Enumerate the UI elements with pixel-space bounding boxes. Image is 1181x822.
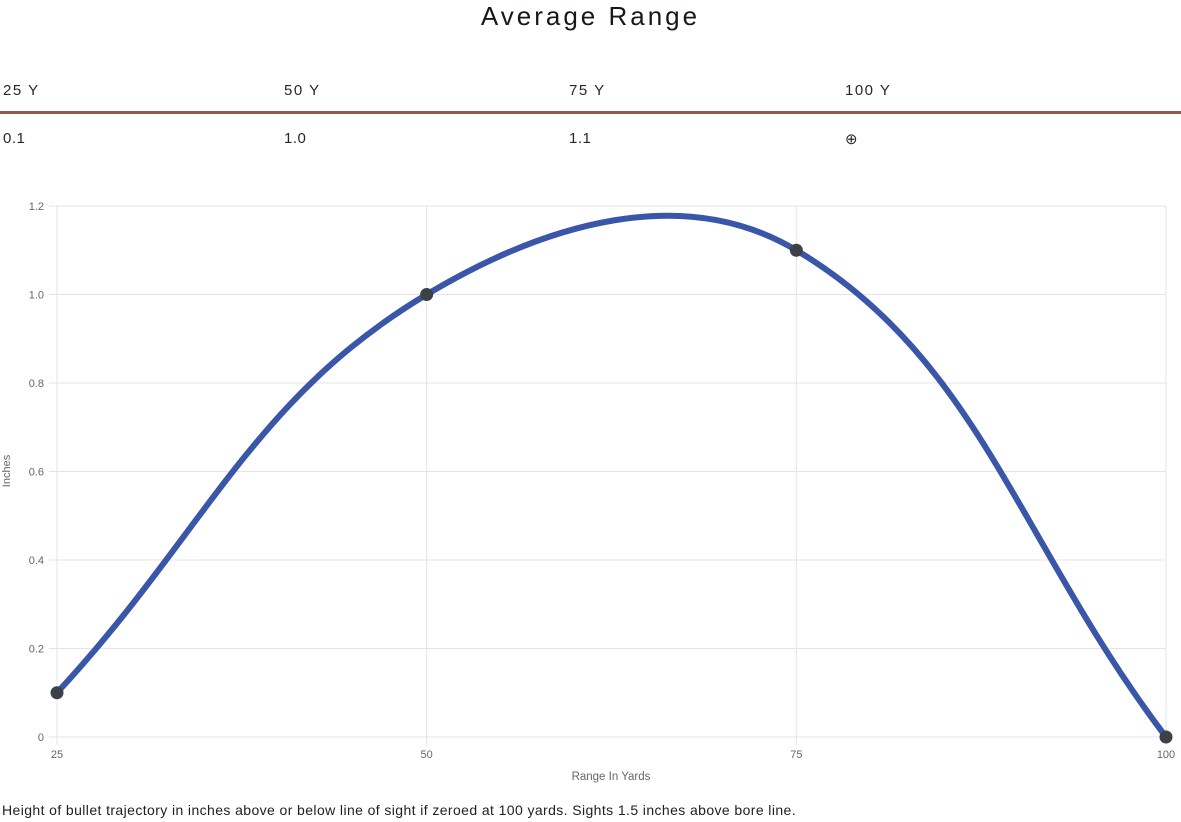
x-axis-title: Range In Yards bbox=[572, 771, 651, 783]
summary-col-25y-label: 25 Y bbox=[3, 82, 40, 99]
range-summary-table: 25 Y 50 Y 75 Y 100 Y 0.1 1.0 1.1 ⊕ bbox=[0, 0, 1181, 160]
summary-values-row: 0.1 1.0 1.1 ⊕ bbox=[0, 130, 1181, 148]
y-tick-label: 1.2 bbox=[29, 201, 44, 213]
summary-col-50y-label: 50 Y bbox=[284, 82, 321, 99]
summary-header-row: 25 Y 50 Y 75 Y 100 Y bbox=[0, 82, 1181, 99]
data-point-marker[interactable] bbox=[789, 243, 803, 257]
y-tick-label: 0.8 bbox=[29, 378, 44, 390]
x-tick-label: 25 bbox=[51, 749, 63, 761]
summary-col-100y-label: 100 Y bbox=[845, 82, 892, 99]
y-tick-label: 0.6 bbox=[29, 467, 44, 479]
x-tick-label: 100 bbox=[1157, 749, 1175, 761]
y-tick-label: 1.0 bbox=[29, 290, 44, 302]
summary-value-25y: 0.1 bbox=[3, 130, 26, 147]
trajectory-line bbox=[54, 212, 1169, 740]
summary-col-75y-label: 75 Y bbox=[569, 82, 606, 99]
summary-value-75y: 1.1 bbox=[569, 130, 592, 147]
y-tick-label: 0 bbox=[38, 732, 44, 744]
summary-value-100y-zero-icon: ⊕ bbox=[845, 131, 859, 148]
y-tick-label: 0.2 bbox=[29, 644, 44, 656]
page-title: Average Range bbox=[480, 1, 701, 31]
y-tick-label: 0.4 bbox=[29, 555, 44, 567]
x-tick-label: 75 bbox=[790, 749, 802, 761]
chart-caption: Height of bullet trajectory in inches ab… bbox=[2, 802, 796, 818]
summary-value-50y: 1.0 bbox=[284, 130, 307, 147]
x-tick-label: 50 bbox=[421, 749, 433, 761]
data-point-marker[interactable] bbox=[420, 288, 434, 301]
y-axis-title: Inches bbox=[1, 454, 13, 487]
chart-series bbox=[50, 212, 1173, 744]
summary-divider-line bbox=[0, 111, 1181, 114]
data-point-marker[interactable] bbox=[1159, 730, 1173, 744]
data-point-marker[interactable] bbox=[50, 686, 64, 700]
chart-grid: 0 0.2 0.4 0.6 0.8 1.0 1.2 25 50 75 100 bbox=[29, 201, 1175, 761]
